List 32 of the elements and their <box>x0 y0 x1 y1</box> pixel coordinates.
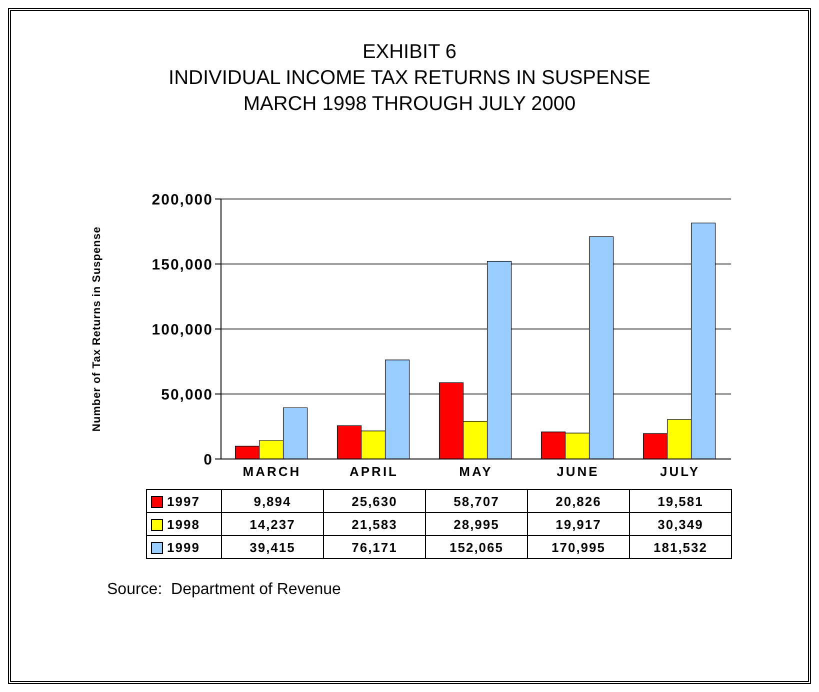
chart-title: EXHIBIT 6 <box>361 40 458 65</box>
chart-subtitle: INDIVIDUAL INCOME TAX RETURNS IN SUSPENSE MARCH 1998 THROUGH JULY 2000 <box>168 66 652 117</box>
data-label: 14,237 <box>222 512 324 536</box>
y-tick-label: 50,000 <box>161 386 213 404</box>
data-label: 19,581 <box>630 490 732 512</box>
y-tick-label: 100,000 <box>152 321 213 338</box>
data-label: 39,415 <box>222 536 324 558</box>
data-label: 181,532 <box>630 536 732 558</box>
y-tick-label: 200,000 <box>152 191 213 208</box>
data-label: 30,349 <box>630 512 732 536</box>
y-tick-label: 150,000 <box>152 256 213 274</box>
y-tick-label: 0 <box>204 451 213 468</box>
data-label: 28,995 <box>426 512 528 536</box>
x-tick-label: MARCH <box>242 464 302 480</box>
x-tick-label: JUNE <box>556 464 600 480</box>
data-label: 76,171 <box>324 536 426 558</box>
data-label: 152,065 <box>426 536 528 558</box>
x-tick-label: APRIL <box>350 464 398 480</box>
x-tick-label: JULY <box>660 464 700 480</box>
legend-label: 1998 <box>167 516 200 532</box>
data-label: 170,995 <box>528 536 630 558</box>
legend-label: 1999 <box>167 540 200 554</box>
data-label: 21,583 <box>324 512 426 536</box>
legend-label: 1997 <box>167 494 200 508</box>
x-tick-label: MAY <box>459 464 493 480</box>
y-axis-title: Number of Tax Returns in Suspense <box>91 225 104 434</box>
data-label: 19,917 <box>528 512 630 536</box>
data-label: 25,630 <box>324 490 426 512</box>
data-label: 9,894 <box>222 490 324 512</box>
source-note: Source: Department of Revenue <box>107 581 342 599</box>
data-label: 58,707 <box>426 490 528 512</box>
data-label: 20,826 <box>528 490 630 512</box>
